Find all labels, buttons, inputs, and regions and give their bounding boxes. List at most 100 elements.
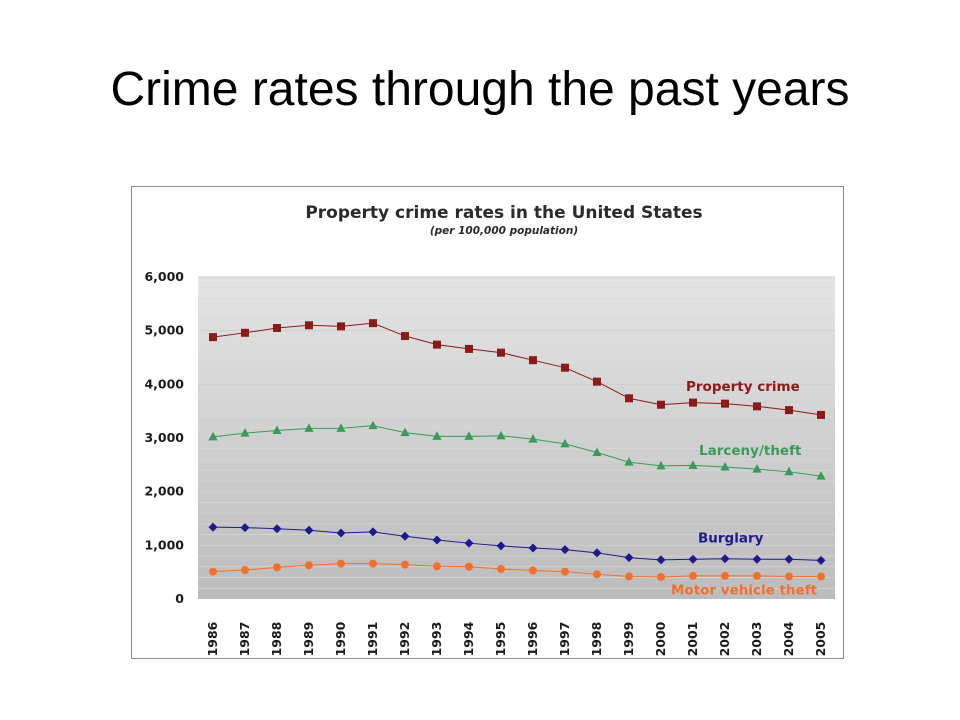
- x-tick-label: 1987: [237, 622, 252, 657]
- property-crime-chart: Property crime rates in the United State…: [144, 203, 835, 656]
- data-point-motor-vehicle-theft: [721, 571, 729, 580]
- data-point-larceny-theft: [400, 427, 410, 437]
- data-point-larceny-theft: [432, 431, 442, 440]
- gridlines: [198, 276, 835, 589]
- data-point-larceny-theft: [656, 460, 666, 470]
- series-layer: [208, 319, 826, 581]
- series-line-burglary: [212, 526, 822, 561]
- data-point-larceny-theft: [560, 438, 570, 448]
- data-point-motor-vehicle-theft: [401, 560, 409, 569]
- series-property-crime: [209, 319, 825, 419]
- data-point-burglary: [272, 524, 282, 534]
- data-point-burglary: [560, 545, 570, 555]
- data-point-property-crime: [689, 398, 697, 407]
- x-tick-label: 1988: [269, 622, 284, 657]
- x-tick-label: 1999: [621, 622, 636, 657]
- data-point-larceny-theft: [816, 471, 826, 480]
- data-point-larceny-theft: [688, 460, 698, 469]
- chart-frame: Property crime rates in the United State…: [131, 186, 844, 659]
- data-point-burglary: [624, 553, 634, 563]
- data-point-property-crime: [657, 400, 665, 409]
- data-point-property-crime: [305, 321, 313, 330]
- data-point-burglary: [400, 531, 410, 541]
- data-point-property-crime: [561, 363, 569, 372]
- data-point-burglary: [752, 554, 762, 564]
- data-point-motor-vehicle-theft: [273, 563, 281, 572]
- x-tick-label: 2004: [781, 621, 796, 656]
- x-tick-label: 1986: [205, 621, 220, 656]
- data-point-larceny-theft: [336, 423, 346, 432]
- data-point-burglary: [592, 548, 602, 558]
- data-point-burglary: [688, 554, 698, 564]
- x-tick-label: 1998: [589, 622, 604, 657]
- y-tick-label: 4,000: [144, 376, 184, 391]
- data-point-motor-vehicle-theft: [753, 571, 761, 580]
- x-tick-label: 1989: [301, 622, 316, 657]
- x-tick-label: 1995: [493, 622, 508, 657]
- y-tick-label: 3,000: [144, 430, 184, 445]
- x-tick-label: 2002: [717, 622, 732, 657]
- data-point-larceny-theft: [304, 423, 314, 432]
- data-point-burglary: [208, 522, 218, 532]
- series-label-property-crime: Property crime: [686, 379, 800, 395]
- data-point-property-crime: [401, 332, 409, 341]
- series-line-larceny-theft: [212, 425, 822, 477]
- data-point-motor-vehicle-theft: [817, 572, 825, 581]
- data-point-burglary: [432, 535, 442, 545]
- data-point-burglary: [368, 527, 378, 537]
- x-tick-label: 1990: [333, 621, 348, 656]
- y-tick-label: 2,000: [144, 484, 184, 499]
- x-tick-label: 1997: [557, 622, 572, 657]
- data-point-larceny-theft: [528, 434, 538, 443]
- x-tick-label: 2003: [749, 622, 764, 657]
- data-point-motor-vehicle-theft: [433, 562, 441, 571]
- data-point-motor-vehicle-theft: [593, 570, 601, 579]
- data-point-burglary: [464, 538, 474, 548]
- data-point-burglary: [816, 555, 826, 565]
- data-point-larceny-theft: [784, 466, 794, 476]
- data-point-larceny-theft: [240, 428, 250, 437]
- x-axis-tick-labels: 1986 1987 1988 1989 1990 1991 1992 1993 1994 1995…: [205, 621, 828, 656]
- data-point-motor-vehicle-theft: [561, 567, 569, 576]
- data-point-larceny-theft: [464, 431, 474, 440]
- data-point-larceny-theft: [592, 447, 602, 456]
- data-point-larceny-theft: [752, 464, 762, 473]
- y-axis-tick-labels: 0 1,000 2,000 3,000 4,000 5,000 6,000: [144, 269, 184, 606]
- data-point-property-crime: [721, 399, 729, 408]
- data-point-property-crime: [337, 322, 345, 331]
- data-point-motor-vehicle-theft: [529, 566, 537, 575]
- data-point-burglary: [304, 525, 314, 535]
- data-point-larceny-theft: [624, 457, 634, 466]
- data-point-burglary: [240, 523, 250, 533]
- data-point-larceny-theft: [272, 425, 282, 434]
- series-burglary: [208, 522, 826, 565]
- data-point-property-crime: [625, 394, 633, 403]
- y-tick-label: 1,000: [144, 537, 184, 552]
- data-point-larceny-theft: [496, 430, 506, 440]
- data-point-burglary: [528, 543, 538, 553]
- data-point-property-crime: [497, 348, 505, 357]
- series-line-property-crime: [212, 322, 822, 416]
- x-tick-label: 1994: [461, 621, 476, 656]
- data-point-burglary: [656, 555, 666, 565]
- series-line-motor-vehicle-theft: [212, 563, 821, 578]
- x-tick-label: 1996: [525, 621, 540, 656]
- chart-subtitle: (per 100,000 population): [430, 225, 578, 237]
- y-tick-label: 6,000: [144, 269, 184, 284]
- y-tick-label: 0: [175, 591, 184, 606]
- data-point-burglary: [784, 554, 794, 564]
- data-point-property-crime: [529, 356, 537, 365]
- data-point-property-crime: [785, 406, 793, 415]
- data-point-property-crime: [241, 328, 249, 337]
- data-point-motor-vehicle-theft: [625, 572, 633, 581]
- data-point-motor-vehicle-theft: [689, 571, 697, 580]
- data-point-larceny-theft: [368, 420, 378, 430]
- data-point-burglary: [496, 541, 506, 551]
- chart-title: Property crime rates in the United State…: [305, 203, 702, 223]
- x-tick-label: 1992: [397, 622, 412, 657]
- series-motor-vehicle-theft: [209, 559, 825, 581]
- data-point-motor-vehicle-theft: [497, 564, 505, 573]
- data-point-motor-vehicle-theft: [785, 572, 793, 581]
- data-point-property-crime: [209, 333, 217, 342]
- data-point-motor-vehicle-theft: [209, 567, 217, 576]
